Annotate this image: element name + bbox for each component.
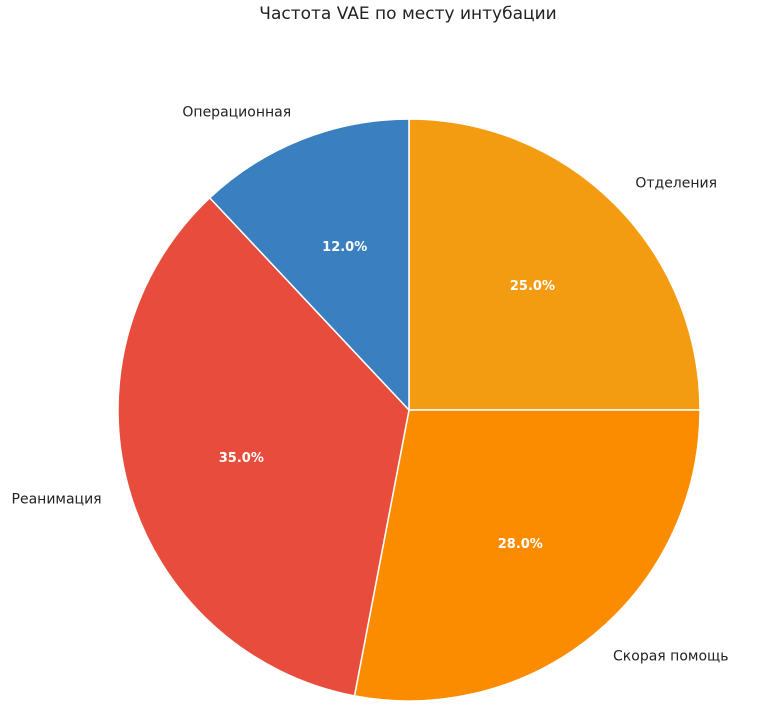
pie-slice-category-label: Реанимация <box>12 491 102 507</box>
pie-slice-2 <box>117 196 410 697</box>
pie-slice-percent-label: 35.0% <box>219 451 264 466</box>
pie-slice-0 <box>408 118 701 411</box>
pie-slice-percent-label: 12.0% <box>322 240 367 255</box>
pie-slice-category-label: Скорая помощь <box>613 649 728 665</box>
chart-title: Частота VAE по месту интубации <box>259 4 557 24</box>
pie-slice-category-label: Операционная <box>182 104 291 120</box>
pie-slice-category-label: Отделения <box>635 176 717 192</box>
pie-slice-1 <box>353 409 701 702</box>
pie-slice-3 <box>208 118 410 412</box>
pie-slice-percent-label: 25.0% <box>510 279 555 294</box>
pie-labels: 25.0% Отделения 28.0% Скорая помощь 35.0% Реа… <box>12 104 729 664</box>
pie-slice-percent-label: 28.0% <box>498 537 543 552</box>
pie-slices <box>117 118 701 702</box>
